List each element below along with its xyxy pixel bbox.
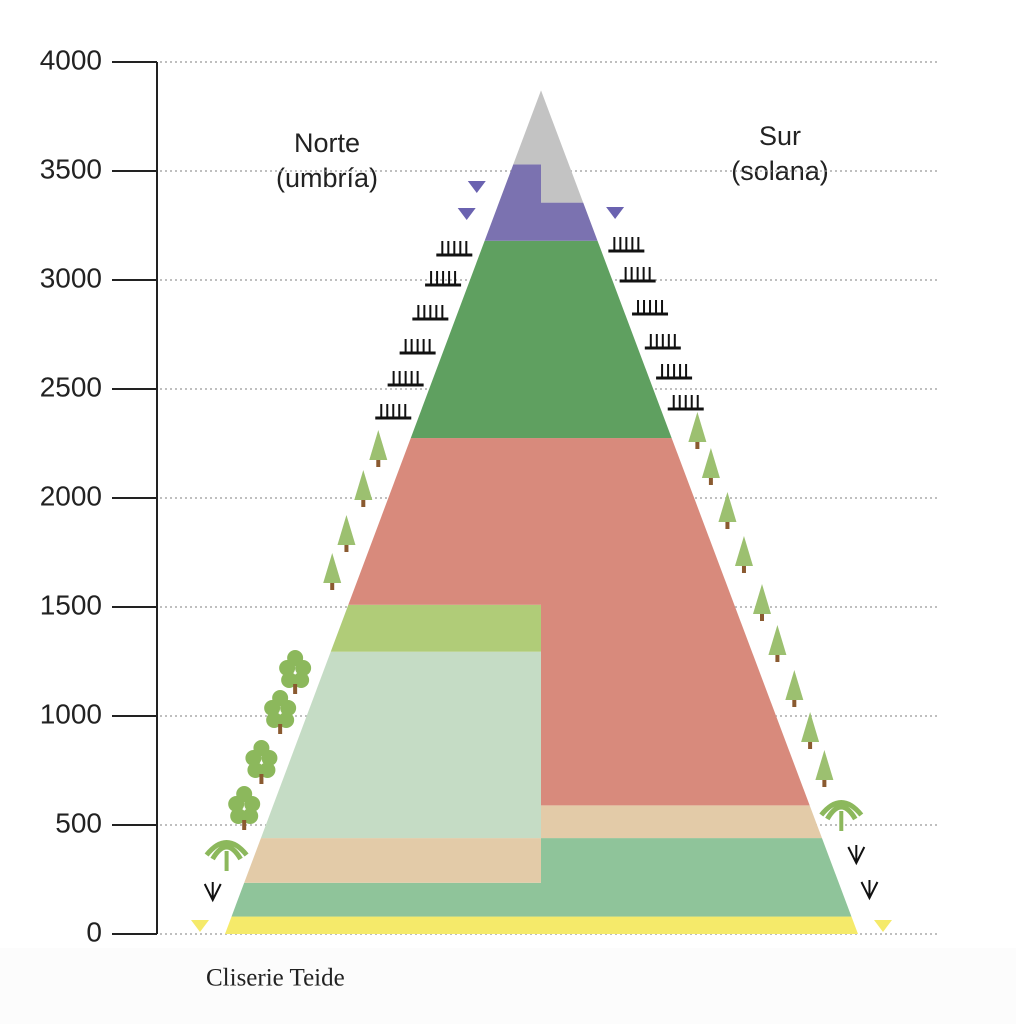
y-tick-label: 2500 xyxy=(40,371,102,402)
icon xyxy=(295,660,312,676)
icon xyxy=(242,820,247,830)
icon xyxy=(190,920,209,932)
icon xyxy=(337,515,356,545)
y-tick-label: 4000 xyxy=(40,44,102,75)
zone xyxy=(541,838,858,917)
icon xyxy=(768,625,787,655)
icon xyxy=(801,712,820,742)
icon xyxy=(688,412,707,442)
icon xyxy=(822,780,827,787)
icon xyxy=(760,614,765,621)
icon xyxy=(264,700,281,716)
icon xyxy=(376,460,381,467)
icon xyxy=(354,470,373,500)
icon xyxy=(278,724,283,734)
north-label: (umbría) xyxy=(276,163,378,193)
icon xyxy=(323,553,342,583)
caption: Cliserie Teide xyxy=(206,965,345,992)
y-tick-label: 0 xyxy=(86,916,102,947)
icon xyxy=(203,882,222,903)
icon xyxy=(261,750,278,766)
icon xyxy=(734,536,753,566)
icon xyxy=(361,500,366,507)
icon xyxy=(224,851,229,871)
icon xyxy=(718,492,737,522)
icon xyxy=(708,478,713,485)
y-tick-label: 2000 xyxy=(40,480,102,511)
icon xyxy=(245,750,262,766)
icon xyxy=(873,920,892,932)
caption-band xyxy=(0,948,1016,1024)
icon xyxy=(457,208,476,220)
icon xyxy=(467,181,486,193)
icon xyxy=(847,845,866,866)
y-tick-label: 1500 xyxy=(40,589,102,620)
icon xyxy=(228,796,245,812)
y-tick-label: 500 xyxy=(55,807,102,838)
north-label: Norte xyxy=(294,128,360,158)
icon xyxy=(369,430,388,460)
icon xyxy=(695,442,700,449)
zone xyxy=(225,838,541,883)
icon xyxy=(753,584,772,614)
icon xyxy=(819,800,864,821)
icon xyxy=(860,880,879,901)
icon xyxy=(344,545,349,552)
icon xyxy=(775,655,780,662)
y-tick-label: 3500 xyxy=(40,153,102,184)
icon xyxy=(725,522,730,529)
icon xyxy=(741,566,746,573)
icon xyxy=(330,583,335,590)
icon xyxy=(701,448,720,478)
icon xyxy=(204,840,249,861)
icon xyxy=(839,811,844,831)
icon xyxy=(785,670,804,700)
icon xyxy=(259,774,264,784)
icon xyxy=(244,796,261,812)
south-label: Sur xyxy=(759,121,801,151)
icon xyxy=(792,700,797,707)
icon xyxy=(815,750,834,780)
zone xyxy=(225,916,858,934)
zone xyxy=(541,805,858,839)
icon xyxy=(279,660,296,676)
icon xyxy=(280,700,297,716)
icon xyxy=(293,684,298,694)
y-tick-label: 3000 xyxy=(40,262,102,293)
icon xyxy=(808,742,813,749)
zone xyxy=(225,882,541,917)
y-tick-label: 1000 xyxy=(40,698,102,729)
icon xyxy=(606,207,625,219)
